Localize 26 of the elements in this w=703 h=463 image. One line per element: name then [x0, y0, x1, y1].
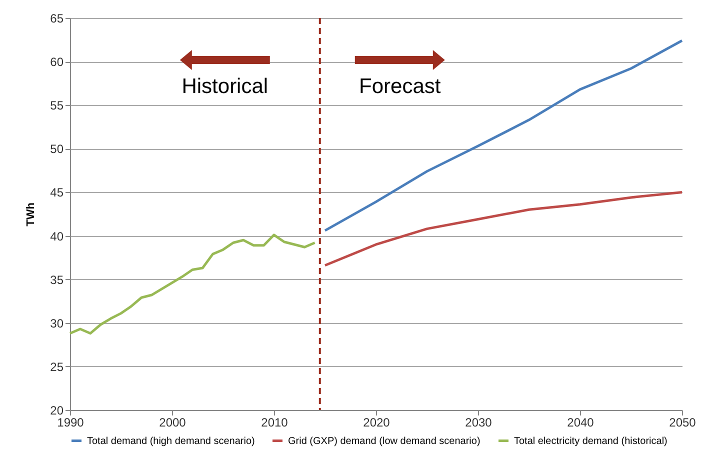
- y-tick-label: 35: [50, 272, 64, 287]
- y-tick-label: 65: [50, 12, 64, 26]
- x-tick-label: 2040: [567, 416, 594, 430]
- line-series: [68, 234, 316, 335]
- legend-label: Total electricity demand (historical): [514, 436, 668, 447]
- y-tick-label: 50: [50, 142, 64, 156]
- y-tick-label: 45: [50, 186, 64, 200]
- annotation: Historical: [182, 75, 268, 98]
- annotation: Forecast: [359, 75, 441, 98]
- y-tick-label: 40: [50, 229, 64, 244]
- line-series: [324, 190, 684, 267]
- x-tick-label: 2010: [261, 416, 288, 430]
- line-series: [324, 39, 684, 232]
- legend-label: Total demand (high demand scenario): [87, 436, 255, 447]
- y-tick-label: 25: [50, 360, 64, 374]
- y-axis-title: TWh: [25, 202, 38, 226]
- y-tick-label: 60: [50, 55, 64, 70]
- x-tick-label: 2000: [159, 416, 186, 430]
- x-tick-label: 1990: [57, 416, 84, 430]
- x-tick-label: 2050: [669, 416, 696, 430]
- x-tick-label: 2020: [363, 416, 390, 430]
- y-tick-label: 55: [50, 98, 64, 113]
- y-tick-label: 20: [50, 404, 64, 418]
- x-tick-label: 2030: [465, 416, 492, 430]
- y-tick-label: 30: [50, 316, 64, 330]
- legend-label: Grid (GXP) demand (low demand scenario): [288, 436, 480, 447]
